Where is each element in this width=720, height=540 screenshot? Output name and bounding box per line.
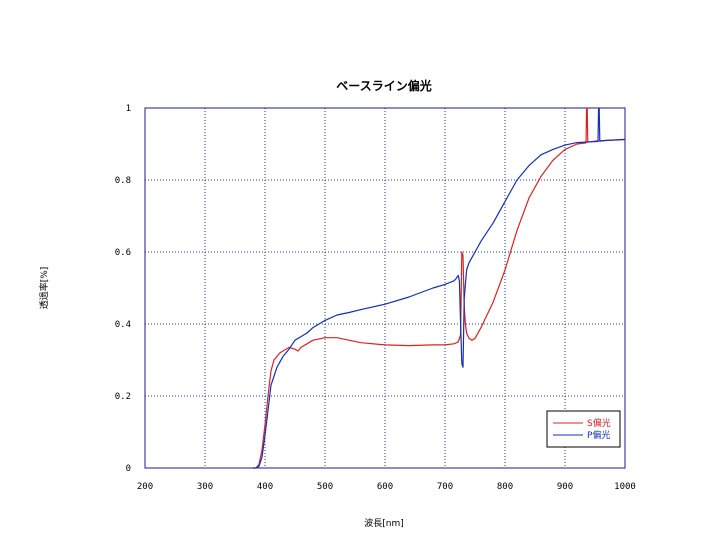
x-tick-label: 400	[257, 482, 273, 492]
y-axis-label: 透過率[%]	[38, 267, 50, 310]
axis-ticks: 200 300 400 500 600 700 800 900 1000 0 0.2 0.4 0.6 0.…	[115, 104, 636, 492]
x-tick-label: 200	[137, 482, 153, 492]
y-tick-label: 0.8	[115, 176, 131, 186]
y-tick-label: 0.4	[115, 320, 131, 330]
x-tick-label: 600	[377, 482, 393, 492]
series-lines	[253, 107, 626, 469]
plot-area	[144, 107, 626, 469]
x-tick-label: 700	[437, 482, 453, 492]
series-line-p	[253, 107, 626, 469]
legend: S偏光 P偏光	[546, 410, 621, 448]
x-tick-label: 1000	[614, 482, 636, 492]
x-tick-label: 500	[317, 482, 333, 492]
series-line-s	[253, 107, 626, 469]
legend-label-p: P偏光	[587, 429, 610, 441]
x-tick-label: 900	[557, 482, 573, 492]
y-tick-label: 1	[126, 104, 131, 114]
grid	[145, 108, 625, 468]
y-tick-label: 0	[126, 464, 131, 474]
x-tick-label: 800	[497, 482, 513, 492]
x-axis-label: 波長[nm]	[364, 517, 404, 529]
legend-label-s: S偏光	[587, 417, 611, 429]
y-tick-label: 0.6	[115, 248, 131, 258]
x-tick-label: 300	[197, 482, 213, 492]
chart-title: ベースライン偏光	[336, 78, 431, 93]
y-tick-label: 0.2	[115, 392, 131, 402]
legend-box	[546, 410, 621, 448]
